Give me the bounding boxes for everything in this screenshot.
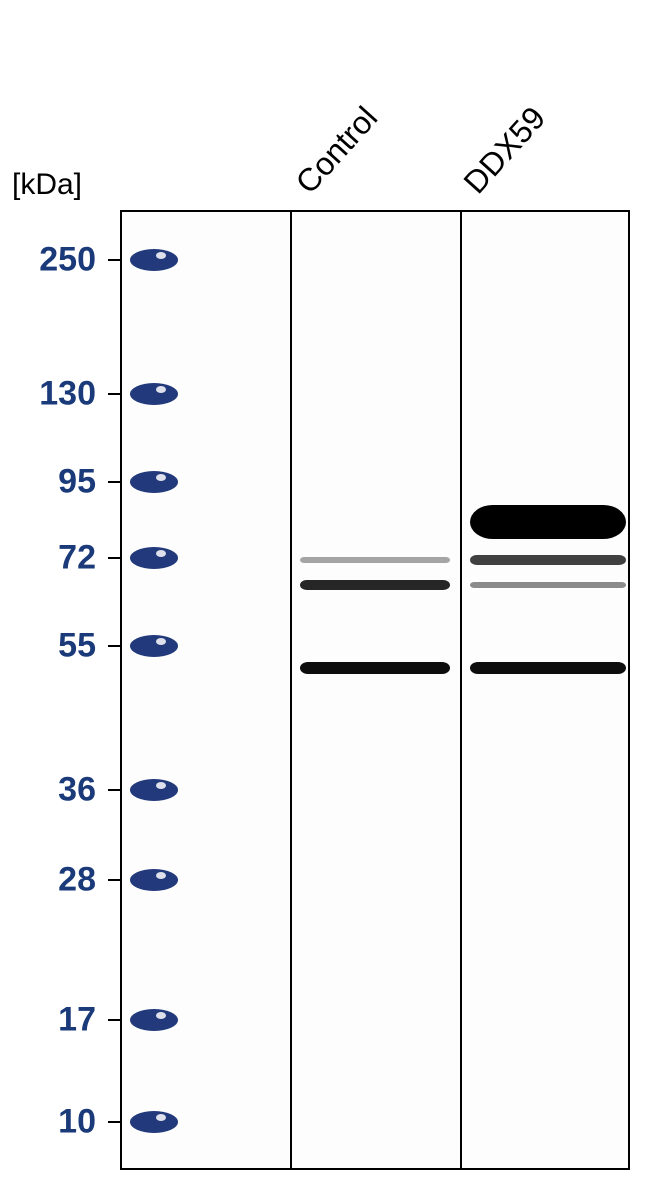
lane-divider-1 xyxy=(290,210,292,1170)
lane-divider-2 xyxy=(460,210,462,1170)
lane-label-control: Control xyxy=(289,100,386,201)
band-control-2 xyxy=(300,662,450,674)
tick-72 xyxy=(108,557,120,559)
tick-130 xyxy=(108,393,120,395)
ladder-band-36 xyxy=(130,779,178,801)
western-blot-figure: [kDa] Control DDX59 250 130 95 72 55 36 28 17 10 xyxy=(0,0,650,1201)
band-ddx59-4 xyxy=(470,555,626,565)
tick-250 xyxy=(108,259,120,261)
ladder-highlight-95 xyxy=(156,474,166,481)
ladder-highlight-72 xyxy=(156,550,166,557)
tick-17 xyxy=(108,1019,120,1021)
ladder-highlight-36 xyxy=(156,782,166,789)
axis-unit-label: [kDa] xyxy=(12,168,82,202)
tick-95 xyxy=(108,481,120,483)
lane-label-ddx59: DDX59 xyxy=(457,100,554,201)
ladder-band-72 xyxy=(130,547,178,569)
ladder-highlight-10 xyxy=(156,1114,166,1121)
mw-label-130: 130 xyxy=(26,375,96,414)
mw-label-10: 10 xyxy=(26,1103,96,1142)
ladder-band-28 xyxy=(130,869,178,891)
band-ddx59-6 xyxy=(470,662,626,674)
ladder-band-17 xyxy=(130,1009,178,1031)
mw-label-36: 36 xyxy=(26,771,96,810)
ladder-highlight-55 xyxy=(156,638,166,645)
mw-label-17: 17 xyxy=(26,1001,96,1040)
ladder-band-130 xyxy=(130,383,178,405)
ladder-highlight-130 xyxy=(156,386,166,393)
ladder-band-95 xyxy=(130,471,178,493)
band-control-0 xyxy=(300,557,450,563)
ladder-highlight-250 xyxy=(156,252,166,259)
mw-label-28: 28 xyxy=(26,861,96,900)
ladder-highlight-17 xyxy=(156,1012,166,1019)
tick-55 xyxy=(108,645,120,647)
tick-36 xyxy=(108,789,120,791)
ladder-band-250 xyxy=(130,249,178,271)
band-ddx59-3 xyxy=(470,505,626,539)
ladder-highlight-28 xyxy=(156,872,166,879)
ladder-band-55 xyxy=(130,635,178,657)
mw-label-72: 72 xyxy=(26,539,96,578)
tick-10 xyxy=(108,1121,120,1123)
blot-frame xyxy=(120,210,630,1170)
mw-label-250: 250 xyxy=(26,241,96,280)
tick-28 xyxy=(108,879,120,881)
mw-label-55: 55 xyxy=(26,627,96,666)
band-control-1 xyxy=(300,580,450,590)
mw-label-95: 95 xyxy=(26,463,96,502)
band-ddx59-5 xyxy=(470,582,626,588)
ladder-band-10 xyxy=(130,1111,178,1133)
